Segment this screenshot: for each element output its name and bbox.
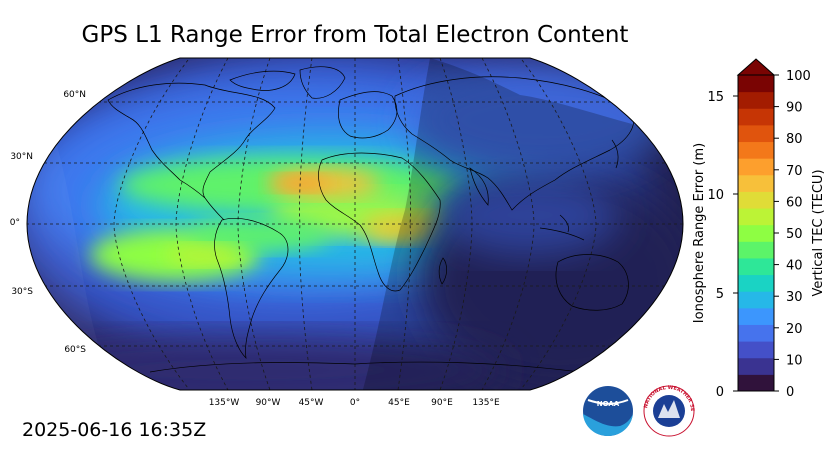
colorbar-segment xyxy=(738,158,774,176)
lon-label: 0° xyxy=(350,398,360,408)
colorbar-segment xyxy=(738,341,774,359)
coastlines xyxy=(107,66,655,373)
right-tick-label: 10 xyxy=(786,353,803,368)
longitude-labels: 135°W 90°W 45°W 0° 45°E 90°E 135°E xyxy=(209,398,500,408)
map-title: GPS L1 Range Error from Total Electron C… xyxy=(81,22,629,48)
left-axis-label: Ionosphere Range Error (m) xyxy=(692,143,707,323)
colorbar-extend-arrow xyxy=(736,58,776,76)
colorbar-segments xyxy=(738,75,774,392)
timestamp: 2025-06-16 16:35Z xyxy=(22,419,207,441)
colorbar-segment xyxy=(738,257,774,276)
left-tick-label: 10 xyxy=(707,188,724,203)
right-tick-label: 0 xyxy=(786,385,794,400)
left-tick-label: 0 xyxy=(716,385,724,400)
latitude-labels: 60°N 30°N 0° 30°S 60°S xyxy=(10,90,87,355)
colorbar-segment xyxy=(738,75,774,93)
lon-label: 90°W xyxy=(256,398,281,408)
lat-label: 60°S xyxy=(64,345,86,355)
colorbar-segment xyxy=(738,224,774,242)
colorbar-segment xyxy=(738,241,774,259)
left-tick-label: 15 xyxy=(707,90,724,105)
lon-label: 135°W xyxy=(209,398,240,408)
right-tick-label: 20 xyxy=(786,322,803,337)
lon-label: 45°E xyxy=(388,398,410,408)
colorbar-segment xyxy=(738,374,774,392)
colorbar-segment xyxy=(738,124,774,143)
colorbar-right-ticks: 0 10 20 30 40 50 60 70 80 90 100 xyxy=(774,69,811,400)
colorbar-segment xyxy=(738,174,774,192)
lon-label: 90°E xyxy=(431,398,453,408)
colorbar-segment xyxy=(738,91,774,109)
colorbar-segment xyxy=(738,274,774,292)
lat-label: 30°S xyxy=(11,287,33,297)
globe-outline xyxy=(26,57,684,391)
noaa-logo: NOAA xyxy=(583,386,633,436)
right-tick-label: 70 xyxy=(786,164,803,179)
right-tick-label: 100 xyxy=(786,69,811,84)
right-tick-label: 40 xyxy=(786,259,803,274)
right-tick-label: 90 xyxy=(786,101,803,116)
colorbar-left-ticks: 0 5 10 15 xyxy=(707,90,738,400)
lat-label: 0° xyxy=(10,218,20,228)
colorbar-segment xyxy=(738,291,774,309)
colorbar-segment xyxy=(738,191,774,209)
colorbar-segment xyxy=(738,108,774,126)
right-tick-label: 30 xyxy=(786,290,803,305)
graticule xyxy=(27,58,683,390)
right-tick-label: 60 xyxy=(786,195,803,210)
tec-field xyxy=(27,58,683,390)
colorbar-segment xyxy=(738,208,774,226)
left-tick-label: 5 xyxy=(716,287,724,302)
right-tick-label: 50 xyxy=(786,227,803,242)
colorbar-segment xyxy=(738,307,774,325)
right-axis-label: Vertical TEC (TECU) xyxy=(811,169,826,296)
lon-label: 135°E xyxy=(472,398,500,408)
colorbar-segment xyxy=(738,324,774,342)
lon-label: 45°W xyxy=(299,398,324,408)
lat-label: 60°N xyxy=(63,90,86,100)
right-tick-label: 80 xyxy=(786,132,803,147)
colorbar-segment xyxy=(738,357,774,375)
lat-label: 30°N xyxy=(10,152,33,162)
colorbar-segment xyxy=(738,141,774,159)
noaa-logo-text: NOAA xyxy=(597,400,620,408)
